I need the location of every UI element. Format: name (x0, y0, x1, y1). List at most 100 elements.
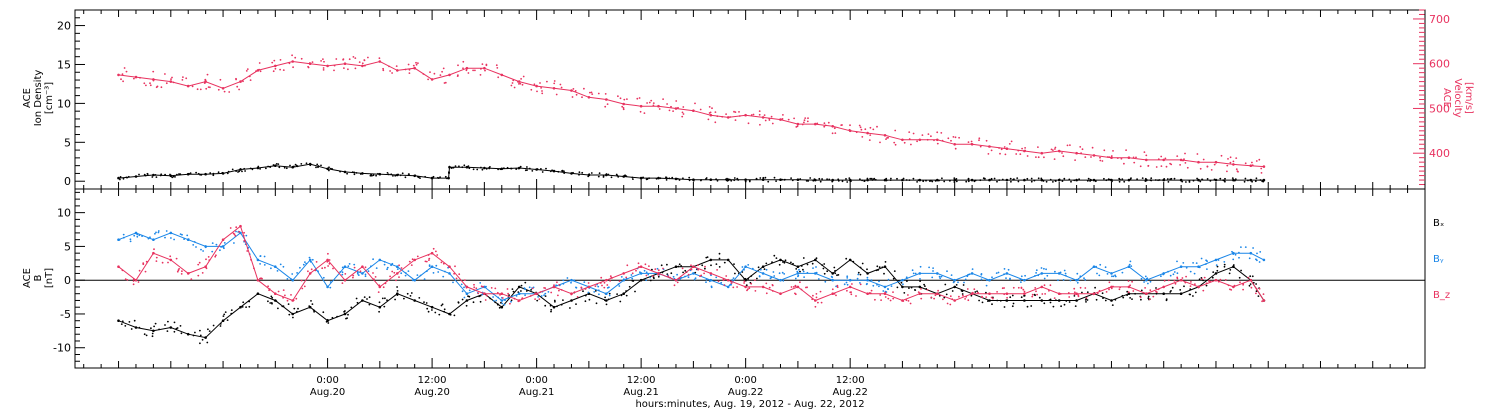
bx-point (605, 299, 608, 302)
bz-dot (637, 262, 640, 265)
by-dot (428, 264, 431, 267)
x-tick-time: 0:00 (734, 375, 756, 386)
by-dot (444, 270, 446, 273)
by-dot (1083, 277, 1085, 280)
ion-density-dot (531, 170, 534, 172)
bz-dot (1067, 292, 1070, 294)
by-dot (547, 291, 550, 293)
bz-dot (142, 262, 145, 264)
bx-dot (511, 288, 514, 290)
bx-point (1214, 272, 1218, 275)
bx-dot (312, 309, 315, 311)
bz-dot (794, 292, 796, 295)
ion-density-dot (122, 177, 125, 180)
bz-dot (1023, 290, 1026, 293)
bz-dot (155, 256, 158, 259)
bz-dot (328, 259, 331, 261)
bz-dot (884, 296, 887, 298)
bz-point (936, 292, 939, 296)
bx-dot (815, 257, 818, 260)
ion-density-dot (454, 165, 457, 168)
velocity-dot (1116, 157, 1119, 160)
velocity-point (657, 104, 660, 108)
by-dot (964, 278, 967, 281)
ion-density-dot (485, 168, 488, 170)
by-dot (485, 285, 487, 288)
bx-dot (383, 305, 386, 308)
bx-dot (479, 294, 482, 297)
by-dot (1095, 265, 1097, 268)
bz-dot (1242, 283, 1245, 285)
velocity-dot (682, 106, 685, 108)
velocity-dot (333, 64, 336, 67)
by-dot (583, 281, 586, 283)
by-dot (919, 278, 921, 280)
velocity-point (848, 129, 852, 133)
ion-density-dot (408, 173, 410, 176)
bx-dot (852, 260, 855, 263)
bx-dot (208, 330, 211, 332)
ion-density-dot (955, 178, 958, 180)
bx-dot (403, 297, 405, 300)
by-dot (1020, 281, 1022, 283)
bx-dot (1065, 300, 1068, 302)
by-dot (1098, 274, 1101, 277)
bz-dot (1053, 297, 1056, 299)
bz-point (726, 278, 730, 282)
bx-dot (1086, 291, 1089, 294)
ion-density-point (1179, 178, 1183, 182)
velocity-dot (1132, 156, 1135, 159)
bx-dot (311, 303, 314, 305)
ion-density-dot (861, 179, 863, 182)
ion-density-point (1197, 178, 1200, 182)
bz-dot (645, 274, 648, 277)
by-dot (1149, 280, 1152, 283)
by-dot (495, 299, 498, 302)
velocity-dot (1147, 165, 1150, 167)
by-point (413, 278, 417, 282)
bz-point (605, 278, 608, 282)
velocity-dot (364, 64, 366, 67)
velocity-dot (123, 67, 126, 69)
bx-dot (222, 315, 225, 317)
velocity-dot (1024, 149, 1027, 152)
bz-dot (610, 276, 613, 279)
ion-density-dot (1157, 179, 1159, 182)
bz-dot (926, 289, 929, 291)
velocity-point (535, 84, 538, 88)
velocity-dot (441, 70, 443, 73)
ion-density-dot (320, 164, 322, 167)
bx-dot (287, 303, 290, 305)
bz-dot (594, 285, 597, 287)
bx-dot (396, 290, 399, 292)
bx-dot (500, 301, 502, 304)
velocity-dot (1183, 158, 1185, 161)
by-point (1162, 272, 1165, 275)
bz-dot (435, 250, 437, 253)
velocity-dot (806, 120, 809, 123)
bottom-ytick-label: -10 (53, 342, 71, 355)
by-dot (608, 294, 611, 297)
ion-density-dot (510, 167, 512, 170)
velocity-dot (1236, 170, 1239, 173)
ion-density-dot (127, 175, 130, 178)
ion-density-dot (171, 176, 174, 179)
velocity-point (483, 66, 486, 70)
bx-dot (682, 271, 684, 274)
ion-density-dot (238, 170, 241, 173)
bz-dot (690, 264, 692, 267)
bz-dot (1255, 292, 1257, 295)
by-dot (1005, 277, 1007, 279)
velocity-dot (181, 79, 184, 81)
velocity-point (308, 62, 312, 65)
bz-dot (966, 288, 969, 290)
ion-density-dot (450, 167, 453, 170)
velocity-dot (638, 97, 641, 99)
bz-dot (534, 298, 536, 300)
bx-point (117, 319, 120, 323)
bz-dot (879, 294, 882, 296)
ion-density-point (1262, 178, 1266, 182)
bx-dot (1003, 306, 1006, 308)
bx-dot (823, 272, 826, 275)
bz-dot (716, 269, 718, 271)
